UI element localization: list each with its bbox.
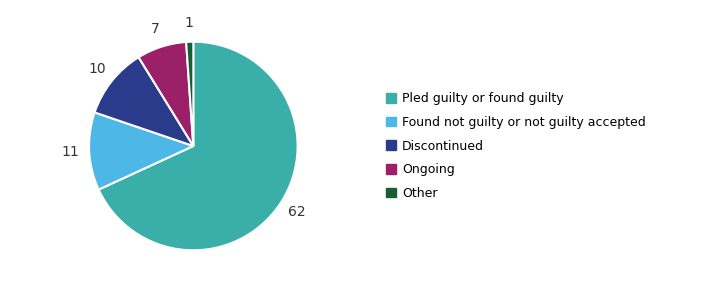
Wedge shape <box>98 42 297 250</box>
Text: 62: 62 <box>288 205 306 219</box>
Wedge shape <box>138 42 193 146</box>
Text: 1: 1 <box>185 16 193 30</box>
Text: 10: 10 <box>89 62 106 76</box>
Wedge shape <box>89 112 193 190</box>
Legend: Pled guilty or found guilty, Found not guilty or not guilty accepted, Discontinu: Pled guilty or found guilty, Found not g… <box>386 92 646 200</box>
Wedge shape <box>186 42 193 146</box>
Text: 11: 11 <box>62 145 79 159</box>
Wedge shape <box>95 57 193 146</box>
Text: 7: 7 <box>151 22 160 36</box>
